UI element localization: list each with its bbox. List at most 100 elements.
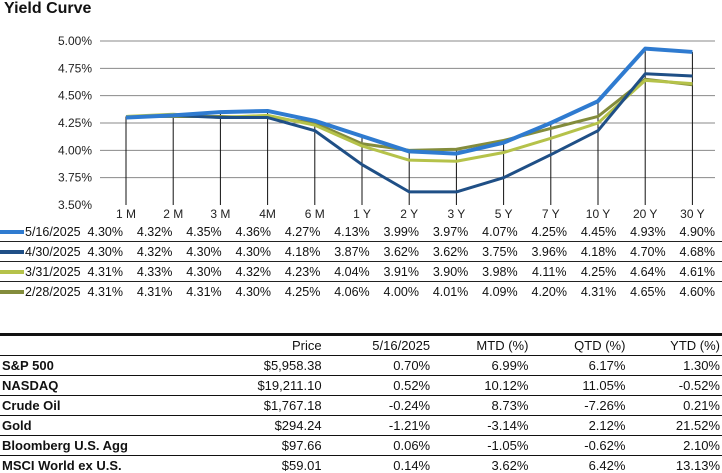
x-tick-label: 3 M bbox=[210, 207, 230, 221]
data-label: 4.25% bbox=[284, 284, 321, 299]
series-line bbox=[125, 72, 693, 194]
y-tick-label: 4.50% bbox=[58, 89, 92, 103]
table-cell: $97.66 bbox=[204, 435, 324, 456]
table-cell: $294.24 bbox=[204, 415, 324, 436]
data-label: 4.68% bbox=[679, 244, 715, 259]
table-cell: 0.21% bbox=[627, 395, 722, 416]
table-cell: 6.42% bbox=[530, 455, 628, 473]
data-label: 4.23% bbox=[284, 264, 321, 279]
data-label: 4.04% bbox=[334, 264, 370, 279]
table-cell: 21.52% bbox=[627, 415, 722, 436]
x-tick-label: 7 Y bbox=[542, 207, 560, 221]
table-cell: 0.14% bbox=[323, 455, 433, 473]
data-label: 4.31% bbox=[580, 284, 617, 299]
data-label: 4.32% bbox=[136, 224, 173, 239]
data-label: 3.97% bbox=[432, 224, 469, 239]
series-name: 4/30/2025 bbox=[0, 242, 81, 262]
data-label: 4.65% bbox=[630, 284, 666, 299]
data-label: 4.18% bbox=[580, 244, 617, 259]
data-label: 4.25% bbox=[531, 224, 567, 239]
table-cell: 8.73% bbox=[432, 395, 531, 416]
data-label: 4.13% bbox=[334, 224, 370, 239]
table-cell: $1,767.18 bbox=[204, 395, 324, 416]
data-label: 4.18% bbox=[284, 244, 321, 259]
data-label: 4.00% bbox=[383, 284, 419, 299]
table-cell: -3.14% bbox=[432, 415, 531, 436]
data-label: 3.62% bbox=[432, 244, 469, 259]
asset-name: NASDAQ bbox=[0, 375, 204, 396]
data-label: 3.96% bbox=[531, 244, 567, 259]
asset-name: MSCI World ex U.S. bbox=[0, 455, 204, 473]
asset-name: Gold bbox=[0, 415, 204, 436]
asset-name: Crude Oil bbox=[0, 395, 204, 416]
x-tick-label: 10 Y bbox=[586, 207, 610, 221]
data-label: 4.30% bbox=[235, 284, 271, 299]
table-cell: 6.99% bbox=[432, 355, 531, 376]
data-label: 3.75% bbox=[482, 244, 518, 259]
column-header: Price bbox=[204, 334, 324, 356]
data-label: 3.87% bbox=[334, 244, 370, 259]
table-cell: -0.52% bbox=[627, 375, 722, 396]
table-cell: $5,958.38 bbox=[204, 355, 324, 376]
series-swatch-icon bbox=[0, 230, 24, 235]
table-cell: $59.01 bbox=[204, 455, 324, 473]
y-tick-label: 4.75% bbox=[58, 61, 92, 75]
table-cell: 2.10% bbox=[627, 435, 722, 456]
x-tick-label: 2 M bbox=[163, 207, 183, 221]
data-label: 4.30% bbox=[235, 244, 271, 259]
data-label: 4.36% bbox=[235, 224, 271, 239]
legend-row: 4/30/2025 4.30% 4.32% 4.30% 4.30% 4.18% 3.87% 3… bbox=[0, 242, 722, 262]
data-label: 4.31% bbox=[186, 284, 222, 299]
column-header: QTD (%) bbox=[530, 334, 628, 356]
data-label: 4.33% bbox=[136, 264, 173, 279]
yield-data-table: 5/16/2025 4.30% 4.32% 4.35% 4.36% 4.27% 4.13% 3… bbox=[0, 222, 722, 301]
table-cell: 11.05% bbox=[530, 375, 628, 396]
data-label: 4.32% bbox=[136, 244, 173, 259]
table-cell: -0.62% bbox=[530, 435, 628, 456]
x-tick-label: 3 Y bbox=[448, 207, 466, 221]
series-swatch-icon bbox=[0, 290, 24, 295]
column-header: 5/16/2025 bbox=[323, 334, 433, 356]
data-label: 4.70% bbox=[630, 244, 666, 259]
data-label: 4.06% bbox=[334, 284, 370, 299]
table-cell: $19,211.10 bbox=[204, 375, 324, 396]
x-tick-label: 6 M bbox=[305, 207, 325, 221]
table-row: NASDAQ $19,211.10 0.52% 10.12% 11.05% -0.52% bbox=[0, 375, 722, 396]
yield-curve-chart: 5.00% 4.75% 4.50% 4.25% 4.00% 3.75% 3.50% 1 M 2 … bbox=[58, 34, 715, 221]
x-tick-label: 1 Y bbox=[353, 207, 371, 221]
data-label: 3.90% bbox=[432, 264, 469, 279]
data-label: 3.62% bbox=[383, 244, 419, 259]
data-label: 3.91% bbox=[383, 264, 419, 279]
data-label: 4.64% bbox=[630, 264, 666, 279]
y-tick-label: 4.00% bbox=[58, 143, 92, 157]
table-row: Gold $294.24 -1.21% -3.14% 2.12% 21.52% bbox=[0, 415, 722, 436]
data-label: 4.30% bbox=[87, 244, 123, 259]
table-row: MSCI World ex U.S. $59.01 0.14% 3.62% 6.42% 1… bbox=[0, 455, 722, 473]
chart-title: Yield Curve bbox=[4, 0, 92, 17]
data-label: 4.11% bbox=[531, 264, 567, 279]
table-cell: 6.17% bbox=[530, 355, 628, 376]
data-label: 4.61% bbox=[679, 264, 715, 279]
series-swatch-icon bbox=[0, 270, 24, 275]
x-tick-label: 2 Y bbox=[400, 207, 418, 221]
column-header bbox=[0, 334, 204, 356]
table-cell: -0.24% bbox=[323, 395, 433, 416]
data-label: 4.20% bbox=[531, 284, 567, 299]
series-swatch-icon bbox=[0, 250, 24, 255]
data-label: 4.27% bbox=[284, 224, 321, 239]
series-label: 5/16/2025 bbox=[25, 224, 81, 239]
x-tick-label: 30 Y bbox=[680, 207, 704, 221]
series-label: 4/30/2025 bbox=[25, 244, 81, 259]
data-label: 4.60% bbox=[679, 284, 715, 299]
table-row: Crude Oil $1,767.18 -0.24% 8.73% -7.26% 0.21% bbox=[0, 395, 722, 416]
data-label: 4.30% bbox=[186, 264, 222, 279]
data-label: 4.31% bbox=[87, 264, 123, 279]
legend-row: 2/28/2025 4.31% 4.31% 4.31% 4.30% 4.25% 4.06% 4… bbox=[0, 282, 722, 302]
x-tick-label: 4M bbox=[259, 207, 276, 221]
y-tick-label: 4.25% bbox=[58, 116, 92, 130]
table-cell: -1.21% bbox=[323, 415, 433, 436]
series-name: 5/16/2025 bbox=[0, 222, 81, 242]
table-cell: 3.62% bbox=[432, 455, 531, 473]
table-cell: 13.13% bbox=[627, 455, 722, 473]
table-cell: 0.70% bbox=[323, 355, 433, 376]
